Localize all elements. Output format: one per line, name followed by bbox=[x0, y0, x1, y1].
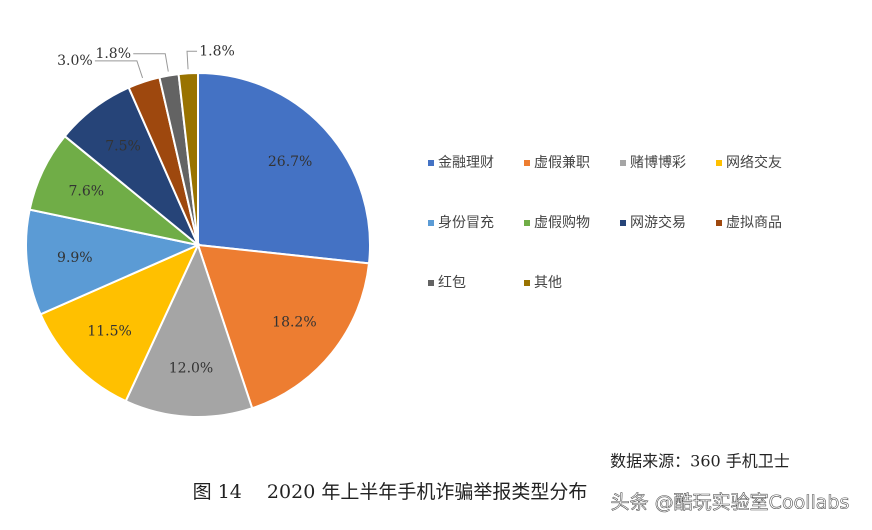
value-label: 7.6% bbox=[68, 184, 104, 200]
leader-line bbox=[186, 50, 198, 70]
legend-label: 网络交友 bbox=[726, 154, 782, 171]
leader-line bbox=[133, 53, 169, 72]
watermark: 头条 @酷玩实验室Coollabs bbox=[611, 492, 850, 514]
legend-label: 赌博博彩 bbox=[630, 154, 686, 171]
legend-label: 红包 bbox=[438, 275, 466, 291]
legend-swatch bbox=[620, 220, 626, 226]
value-label: 1.8% bbox=[95, 46, 131, 62]
legend-swatch bbox=[716, 160, 722, 166]
legend-label: 金融理财 bbox=[438, 155, 494, 171]
legend-swatch bbox=[428, 220, 434, 226]
leader-line bbox=[94, 60, 144, 79]
legend-label: 虚假兼职 bbox=[534, 155, 590, 171]
pie-slice bbox=[196, 243, 371, 410]
value-label: 3.0% bbox=[57, 53, 93, 69]
legend-label: 身份冒充 bbox=[438, 215, 494, 231]
legend-label: 虚假购物 bbox=[534, 215, 590, 231]
legend-swatch bbox=[524, 160, 530, 166]
legend-swatch bbox=[428, 280, 434, 286]
value-label: 26.7% bbox=[268, 154, 312, 170]
legend-label: 其他 bbox=[534, 275, 562, 291]
value-label: 11.5% bbox=[87, 324, 131, 340]
source: 数据来源：360 手机卫士 bbox=[610, 452, 790, 471]
pie-slice bbox=[177, 71, 199, 246]
value-label: 1.8% bbox=[199, 43, 235, 59]
value-label: 9.9% bbox=[57, 250, 93, 266]
value-label: 7.5% bbox=[105, 138, 141, 154]
legend-swatch bbox=[524, 220, 530, 226]
legend-swatch bbox=[428, 160, 434, 166]
value-label: 18.2% bbox=[272, 315, 316, 331]
legend-label: 网游交易 bbox=[630, 214, 686, 231]
legend-swatch bbox=[716, 220, 722, 226]
pie-slice bbox=[197, 71, 371, 265]
caption: 图 14 2020 年上半年手机诈骗举报类型分布 bbox=[193, 481, 588, 503]
legend-swatch bbox=[524, 280, 530, 286]
pie-slice bbox=[25, 208, 202, 316]
pie-slice bbox=[39, 243, 201, 403]
pie-slice bbox=[124, 242, 254, 418]
legend-swatch bbox=[620, 160, 626, 166]
value-label: 12.0% bbox=[169, 361, 213, 377]
legend-label: 虚拟商品 bbox=[726, 215, 782, 231]
